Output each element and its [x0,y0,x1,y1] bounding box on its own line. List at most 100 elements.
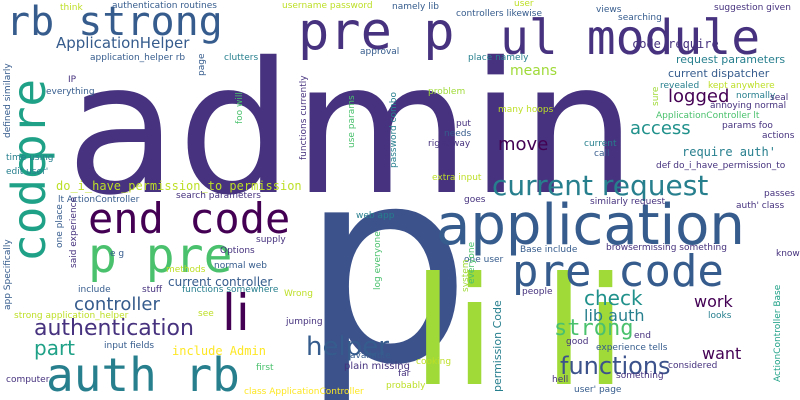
word-many-hoops: many hoops [498,105,554,115]
word-current-request: current request [492,169,709,202]
word-end-small: end [634,331,651,341]
word-user-top: user [514,0,534,9]
word-know: know [776,249,800,259]
word-stuff: stuff [142,285,163,295]
word-e-g: e g [110,249,125,259]
word-clutters: clutters [224,53,259,63]
word-extra-input: extra input [432,173,482,183]
word-pre-p: pre p [298,2,455,62]
word-functions-currently: functions currently [299,75,309,160]
word-one-place: one place [55,204,65,248]
word-li-li: li li [412,246,627,400]
word-cooking: cooking [416,357,452,367]
word-page-vertical: page [197,53,207,76]
word-current-dispatcher: current dispatcher [668,67,770,80]
word-jumping: jumping [286,317,323,327]
word-logged: logged [668,86,730,107]
word-normal-web: normal web [214,261,268,271]
word-searching: searching [618,13,662,23]
word-auth-rb: auth rb [46,348,240,400]
word-think: think [60,3,83,13]
word-current-controller: current controller [168,275,273,289]
word-user-page: user' page [574,385,622,395]
word-annoying-normal: annoying normal [710,101,787,111]
word-check: check [584,286,643,310]
word-lib-auth: lib auth [584,306,645,325]
word-looks: looks [708,311,732,321]
word-do-i-have-permission: do_i_have_permission_to permission [56,179,302,193]
word-rb-strong: rb strong [6,0,223,45]
word-auth-class: auth' class [736,201,785,211]
word-time-using: time using [6,153,54,163]
word-hell: hell [552,375,569,385]
word-part: part [34,336,76,360]
word-put: put [456,119,471,129]
word-revealed: revealed [660,81,700,91]
word-approval: approval [360,47,400,57]
word-supply: supply [256,235,286,245]
word-input-fields: input fields [104,341,155,351]
word-good: good [566,337,589,347]
word-actions: actions [762,131,795,141]
word-available: available [350,351,391,361]
word-p-large: p [300,109,472,400]
word-experience-tells: experience tells [596,343,668,353]
word-require-auth: require auth' [682,145,776,159]
word-kept-anywhere: kept anywhere [708,81,775,91]
word-methods: methods [166,265,206,275]
word-web-app: web app [356,211,395,221]
word-one-user: one user [464,255,504,265]
word-suggestion-given: suggestion given [714,3,791,13]
word-log-everyone: log everyone [373,231,383,290]
word-applicationcontroller-lt: ApplicationController lt [656,111,760,121]
word-problem: problem [428,87,466,97]
word-admin: admin [66,23,637,235]
word-place-namely: place namely [468,53,529,63]
word-goes: goes [464,195,486,205]
word-strong-application-helper: strong application_helper [14,311,129,321]
word-controller: controller [74,294,160,315]
word-params-foo: params foo [722,121,773,131]
word-ip: IP [68,75,77,85]
word-pre-code: pre code [512,246,724,297]
word-views: views [596,5,622,15]
word-seal: seal [770,93,789,103]
word-use-params: use params [347,95,357,148]
word-options: Options [220,246,255,256]
word-browsermissing: browsermissing something [606,243,727,253]
word-request-parameters: request parameters [676,53,786,66]
word-helper: helper [306,332,389,362]
word-authentication: authentication [34,316,194,341]
word-right-way: right way [428,139,471,149]
word-application: application [436,193,745,258]
word-class-applicationcontroller: class ApplicationController [244,387,364,397]
word-p-pre: p pre [88,228,233,284]
word-functions-somewhere: functions somewhere [182,285,279,295]
word-something: something [616,371,664,381]
word-sure-vertical: sure [651,86,661,106]
word-probably: probably [386,381,426,391]
word-see: see [198,309,214,319]
word-actioncontroller-base: ActionController Base [773,284,783,382]
word-want: want [702,344,742,363]
word-work: work [694,292,733,311]
word-controllers-likewise: controllers likewise [456,9,543,19]
word-foo-will: foo will [235,92,245,124]
word-edit-user: edit user' [6,167,49,177]
word-def-do-i-have: def do_i_have_permission_to [656,161,786,171]
word-everyone-vertical: everyone [467,241,477,284]
word-applicationhelper: ApplicationHelper [56,34,190,52]
word-defined-similarly: defined similarly [3,63,13,138]
word-call: call [594,149,610,159]
word-current-small: current [584,139,617,149]
word-access: access [630,118,691,139]
word-far: far [398,369,411,379]
word-needs: needs [444,129,472,139]
word-end-code: end code [88,194,291,243]
word-said-experience: said experience [69,196,79,268]
word-username-password: username password [282,1,373,11]
word-lt-actioncontroller: lt ActionController [58,195,140,205]
word-application-helper-rb: application_helper rb [90,53,186,63]
word-everything: everything [46,87,95,97]
